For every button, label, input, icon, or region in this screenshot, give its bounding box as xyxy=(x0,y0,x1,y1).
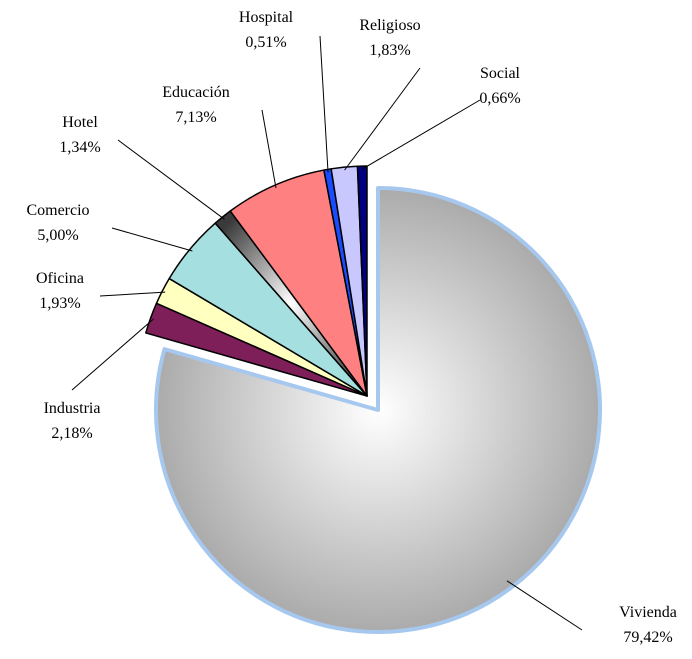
slice-name: Industria xyxy=(44,400,101,417)
leader-line xyxy=(117,139,225,220)
slice-value-label: 79,42% xyxy=(623,629,672,646)
leader-line xyxy=(111,227,193,252)
slice-value-label: 5,00% xyxy=(37,227,78,244)
slice-name: Social xyxy=(480,65,521,82)
slice-name: Comercio xyxy=(26,202,89,219)
leader-line xyxy=(71,318,154,391)
slice-value-label: 1,93% xyxy=(39,295,80,312)
slice-value-label: 7,13% xyxy=(175,109,216,126)
slice-name: Oficina xyxy=(36,270,84,287)
slice-label: Hospital 0,51% xyxy=(239,9,294,51)
slice-name: Educación xyxy=(162,84,230,101)
slice-name: Hospital xyxy=(239,9,294,26)
leader-line xyxy=(319,35,329,173)
slice-label: Vivienda 79,42% xyxy=(619,604,677,646)
slice-label: Social 0,66% xyxy=(479,65,520,107)
leader-line xyxy=(99,291,166,297)
slice-label: Comercio 5,00% xyxy=(26,202,89,244)
slice-value-label: 0,66% xyxy=(479,90,520,107)
slice-label: Educación 7,13% xyxy=(162,84,230,126)
slice-label: Religioso 1,83% xyxy=(359,17,420,59)
slice-name: Religioso xyxy=(359,17,420,34)
slice-label: Industria 2,18% xyxy=(44,400,101,442)
slice-value-label: 0,51% xyxy=(245,34,286,51)
leader-line xyxy=(261,109,277,189)
slice-value-label: 1,83% xyxy=(369,42,410,59)
leader-line xyxy=(362,99,481,170)
slice-name: Hotel xyxy=(62,114,98,131)
pie-slice xyxy=(229,169,368,397)
slice-label: Hotel 1,34% xyxy=(59,114,100,156)
slice-value-label: 2,18% xyxy=(51,425,92,442)
pie-slice xyxy=(154,186,602,634)
leader-line xyxy=(344,67,421,171)
leader-line xyxy=(506,580,583,631)
slice-name: Vivienda xyxy=(619,604,677,621)
slice-value-label: 1,34% xyxy=(59,139,100,156)
slice-label: Oficina 1,93% xyxy=(36,270,84,312)
